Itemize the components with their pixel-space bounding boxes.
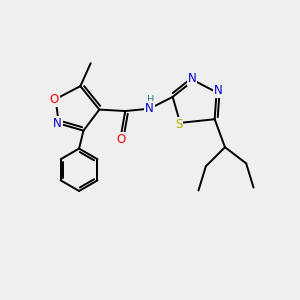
Text: N: N <box>188 72 197 85</box>
Text: O: O <box>50 93 59 106</box>
Text: H: H <box>147 95 155 106</box>
Text: N: N <box>214 84 222 97</box>
Text: N: N <box>53 117 62 130</box>
Text: O: O <box>116 133 125 146</box>
Text: N: N <box>145 102 154 115</box>
Text: S: S <box>175 118 182 131</box>
